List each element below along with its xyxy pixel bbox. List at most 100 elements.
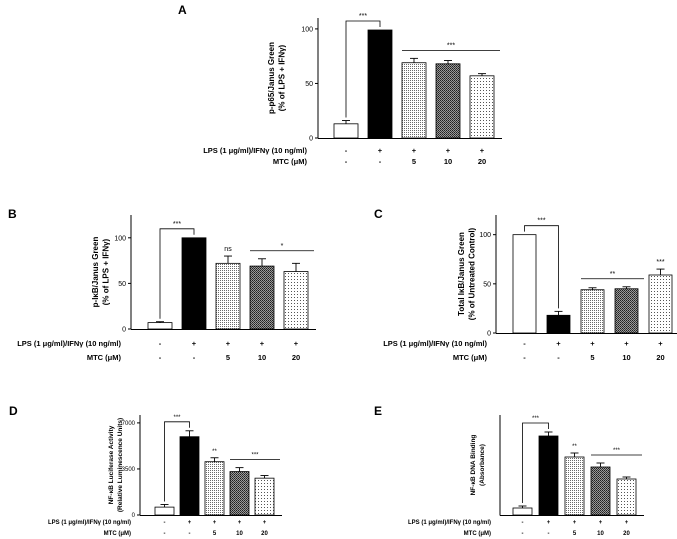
treatment-row-label: LPS (1 μg/ml)/IFNγ (10 ng/ml) xyxy=(203,146,307,155)
treatment-row-label: LPS (1 μg/ml)/IFNγ (10 ng/ml) xyxy=(383,339,487,348)
significance-bracket xyxy=(522,422,549,503)
treatment-cell: + xyxy=(625,520,629,526)
treatment-cell: + xyxy=(446,146,451,155)
treatment-row-label: MTC (μM) xyxy=(273,157,308,166)
bar-3 xyxy=(204,461,225,516)
treatment-row-label: LPS (1 μg/ml)/IFNγ (10 ng/ml) xyxy=(408,520,491,526)
significance-label: ** xyxy=(212,449,217,455)
treatment-row-label: LPS (1 μg/ml)/IFNγ (10 ng/ml) xyxy=(17,339,121,348)
treatment-cell: 5 xyxy=(226,353,230,362)
panel-c: C 0 50 100 Total IκB/Janus Green (% of Untrea… xyxy=(374,207,677,362)
treatment-cell: + xyxy=(480,146,485,155)
bar-3 xyxy=(564,456,585,516)
significance-label: *** xyxy=(359,13,367,20)
treatment-cell: + xyxy=(658,339,663,348)
y-axis-label: (% of LPS + IFNγ) xyxy=(278,44,287,111)
panel-label: A xyxy=(178,3,187,17)
y-axis-label: Total IκB/Janus Green xyxy=(457,232,466,316)
y-axis-label: NF-κB Luciferase Activity xyxy=(108,425,115,504)
significance-label: *** xyxy=(532,416,540,422)
treatment-cell: + xyxy=(260,339,265,348)
treatment-row-label: MTC (μM) xyxy=(453,353,488,362)
bar-5 xyxy=(283,271,309,330)
treatment-cell: - xyxy=(379,157,382,166)
bar-3 xyxy=(215,262,241,330)
bar-5 xyxy=(469,75,495,139)
y-tick-label: 100 xyxy=(479,232,491,239)
significance-label: *** xyxy=(173,221,181,228)
significance-label: ** xyxy=(610,271,616,278)
y-tick-label: 50 xyxy=(118,281,126,288)
treatment-cell: - xyxy=(523,339,526,348)
treatment-cell: - xyxy=(164,520,166,526)
y-axis-label: (Relative Luminescence Units) xyxy=(117,418,124,512)
panel-label: C xyxy=(374,207,383,221)
y-tick-label: 100 xyxy=(114,235,126,242)
y-axis-label: (% of LPS + IFNγ) xyxy=(102,238,111,305)
treatment-cell: + xyxy=(263,520,267,526)
y-tick-label: 50 xyxy=(483,281,491,288)
bar-1 xyxy=(154,506,175,516)
bar-2 xyxy=(538,435,559,516)
treatment-cell: - xyxy=(345,157,348,166)
treatment-cell: 20 xyxy=(623,531,630,537)
treatment-cell: + xyxy=(547,520,551,526)
panel-label: B xyxy=(8,207,17,221)
treatment-cell: 5 xyxy=(590,353,594,362)
treatment-row-label: LPS (1 μg/ml)/IFNγ (10 ng/ml) xyxy=(48,520,131,526)
bar-4 xyxy=(435,63,461,139)
panel-label: D xyxy=(9,404,18,418)
treatment-cell: + xyxy=(412,146,417,155)
significance-bracket xyxy=(164,421,190,502)
panel-d: D 0 3500 7000 NF-κB Luciferase Activity (Rela… xyxy=(9,404,282,537)
treatment-cell: - xyxy=(164,531,166,537)
y-tick-label: 3500 xyxy=(122,467,136,473)
treatment-cell: 5 xyxy=(412,157,416,166)
significance-label: *** xyxy=(537,218,545,225)
panel-a: A 0 50 100 p-p65/Janus Green (% of LPS + IFNγ… xyxy=(178,3,502,166)
bar-1 xyxy=(333,123,359,139)
y-axis-label: NF-κB DNA Binding xyxy=(470,435,477,496)
bar-2 xyxy=(179,436,200,516)
treatment-row-label: MTC (μM) xyxy=(464,531,491,537)
treatment-cell: + xyxy=(192,339,197,348)
treatment-cell: 20 xyxy=(656,353,664,362)
significance-label: *** xyxy=(447,42,455,49)
significance-label: *** xyxy=(173,415,181,421)
y-tick-label: 50 xyxy=(305,81,313,88)
bar-4 xyxy=(229,471,250,516)
treatment-cell: 20 xyxy=(292,353,300,362)
treatment-cell: 10 xyxy=(622,353,630,362)
y-tick-label: 0 xyxy=(309,136,313,143)
treatment-cell: 10 xyxy=(444,157,452,166)
bar-2 xyxy=(367,29,393,139)
bar-3 xyxy=(401,62,427,139)
significance-label: ns xyxy=(224,246,232,253)
bar-1 xyxy=(512,507,533,516)
bar-4 xyxy=(614,288,639,334)
significance-bracket xyxy=(345,20,381,118)
bar-3 xyxy=(580,289,605,334)
y-axis-label: (% of Untreated Control) xyxy=(468,227,477,320)
y-tick-label: 0 xyxy=(122,327,126,334)
bar-1 xyxy=(512,234,537,334)
treatment-cell: + xyxy=(556,339,561,348)
treatment-cell: + xyxy=(573,520,577,526)
treatment-cell: 5 xyxy=(213,531,217,537)
treatment-row-label: MTC (μM) xyxy=(104,531,131,537)
y-tick-label: 100 xyxy=(301,26,313,33)
treatment-cell: 20 xyxy=(478,157,486,166)
treatment-cell: + xyxy=(590,339,595,348)
treatment-cell: 20 xyxy=(261,531,268,537)
y-tick-label: 0 xyxy=(132,513,136,519)
treatment-cell: 10 xyxy=(597,531,604,537)
treatment-cell: + xyxy=(213,520,217,526)
treatment-cell: - xyxy=(523,353,526,362)
panel-e: ENF-κB DNA Binding (Absorbance)********LP… xyxy=(374,404,644,537)
significance-label: *** xyxy=(613,448,621,454)
significance-bracket xyxy=(524,225,559,309)
y-tick-label: 7000 xyxy=(122,421,136,427)
treatment-cell: - xyxy=(159,353,162,362)
treatment-cell: + xyxy=(188,520,192,526)
treatment-cell: - xyxy=(193,353,196,362)
